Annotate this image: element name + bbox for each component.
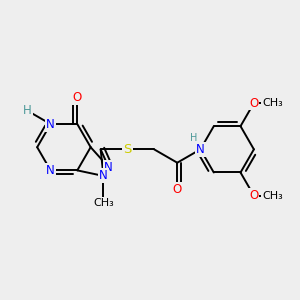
- Text: CH₃: CH₃: [262, 190, 283, 201]
- Text: N: N: [46, 118, 55, 130]
- Text: H: H: [190, 133, 197, 143]
- Text: N: N: [104, 160, 113, 174]
- Text: H: H: [23, 104, 32, 117]
- Text: O: O: [73, 91, 82, 104]
- Text: S: S: [123, 143, 132, 156]
- Text: CH₃: CH₃: [93, 198, 114, 208]
- Text: N: N: [46, 164, 55, 177]
- Text: O: O: [249, 189, 259, 202]
- Text: N: N: [99, 169, 108, 182]
- Text: CH₃: CH₃: [262, 98, 283, 108]
- Text: O: O: [172, 183, 182, 196]
- Text: N: N: [196, 143, 205, 156]
- Text: O: O: [249, 97, 259, 110]
